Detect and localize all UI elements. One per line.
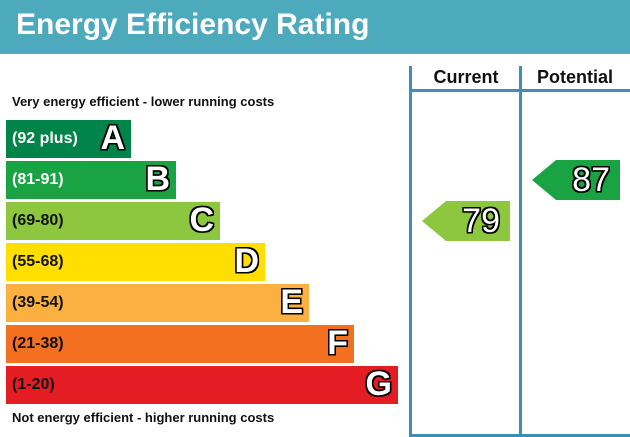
potential-column-header: Potential: [536, 67, 613, 87]
top-note: Very energy efficient - lower running co…: [12, 94, 275, 109]
column-divider-middle: [519, 66, 522, 437]
header-underline: [410, 89, 630, 92]
band-range-label: (21-38): [12, 335, 64, 352]
band-letter: E: [280, 283, 303, 321]
band-letter: G: [365, 365, 392, 403]
potential-rating-value: 87: [572, 161, 610, 199]
band-range-label: (81-91): [12, 171, 64, 188]
band-range-label: (69-80): [12, 212, 64, 229]
column-divider-left: [409, 66, 412, 437]
band-range-label: (55-68): [12, 253, 64, 270]
current-rating-value: 79: [462, 202, 500, 240]
band-letter: B: [145, 160, 170, 198]
band-f: (21-38) F: [6, 324, 354, 363]
potential-rating-arrow: 87: [532, 160, 620, 200]
current-column-header: Current: [433, 67, 499, 87]
band-e: (39-54) E: [6, 283, 309, 322]
band-letter: C: [189, 201, 214, 239]
header-bar: Energy Efficiency Rating: [0, 0, 630, 54]
band-letter: D: [234, 242, 259, 280]
band-range-label: (92 plus): [12, 130, 78, 147]
band-a: (92 plus) A: [6, 119, 131, 158]
bottom-note: Not energy efficient - higher running co…: [12, 410, 275, 425]
band-b: (81-91) B: [6, 160, 176, 199]
band-letter: A: [100, 119, 125, 157]
band-letter: F: [327, 324, 348, 362]
band-range-label: (39-54): [12, 294, 64, 311]
chart-bottom-line: [410, 434, 630, 437]
band-c: (69-80) C: [6, 201, 220, 240]
band-range-label: (1-20): [12, 376, 55, 393]
band-d: (55-68) D: [6, 242, 265, 281]
band-g: (1-20) G: [6, 365, 398, 404]
chart-title: Energy Efficiency Rating: [16, 8, 370, 41]
current-rating-arrow: 79: [422, 201, 510, 241]
